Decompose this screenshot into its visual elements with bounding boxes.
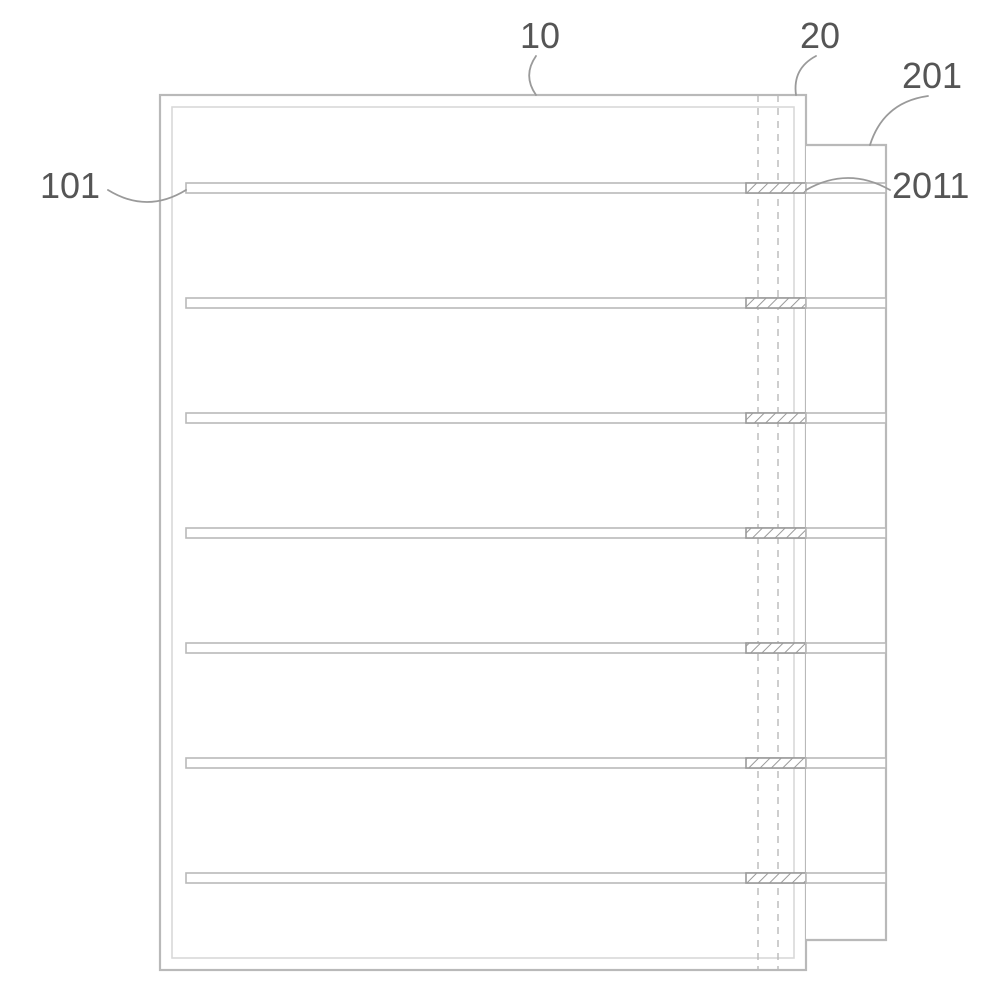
bar-hatch-5	[746, 643, 806, 653]
bar-row-2	[186, 298, 806, 308]
bar-ext-4	[806, 528, 886, 538]
extension-box	[806, 145, 886, 940]
label-2011: 2011	[892, 165, 969, 206]
label-201: 201	[902, 55, 962, 96]
bar-hatch-6	[746, 758, 806, 768]
bar-hatch-1	[746, 183, 806, 193]
bar-ext-2	[806, 298, 886, 308]
bar-ext-7	[806, 873, 886, 883]
bar-ext-6	[806, 758, 886, 768]
bar-row-4	[186, 528, 806, 538]
bar-row-7	[186, 873, 806, 883]
label-20: 20	[800, 15, 840, 56]
bar-row-3	[186, 413, 806, 423]
lead-20	[796, 56, 816, 95]
lead-201	[870, 96, 928, 145]
bar-row-5	[186, 643, 806, 653]
bar-hatch-3	[746, 413, 806, 423]
bar-row-6	[186, 758, 806, 768]
bar-hatch-4	[746, 528, 806, 538]
lead-10	[529, 56, 536, 95]
bar-row-1	[186, 183, 806, 193]
bar-ext-5	[806, 643, 886, 653]
bar-hatch-7	[746, 873, 806, 883]
bar-ext-3	[806, 413, 886, 423]
label-10: 10	[520, 15, 560, 56]
label-101: 101	[40, 165, 100, 206]
bar-hatch-2	[746, 298, 806, 308]
